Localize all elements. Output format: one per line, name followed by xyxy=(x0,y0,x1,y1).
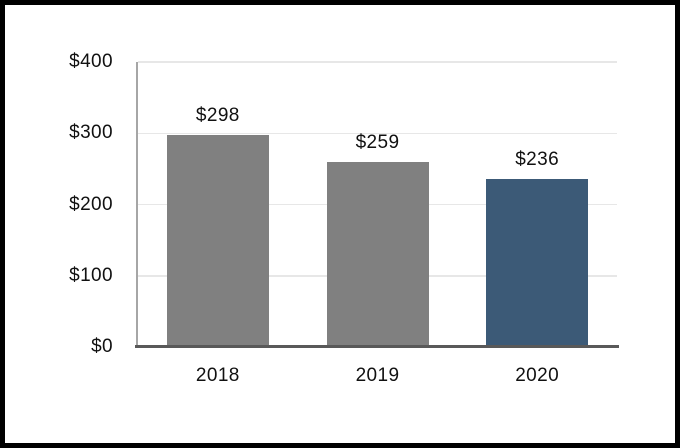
bar-value-label-2019: $259 xyxy=(355,132,400,154)
y-axis-line xyxy=(136,62,138,347)
bar-value-label-2018: $298 xyxy=(195,104,240,126)
bar-2018 xyxy=(166,134,269,347)
x-tick-label-2020: 2020 xyxy=(515,365,560,386)
bar-2020 xyxy=(486,178,589,347)
x-tick-label-2019: 2019 xyxy=(355,365,400,386)
y-tick-label-300: $300 xyxy=(69,122,113,144)
y-tick-label-200: $200 xyxy=(69,193,113,215)
x-tick-label-2018: 2018 xyxy=(195,365,240,386)
y-tick-label-100: $100 xyxy=(69,264,113,286)
gridline-300 xyxy=(138,132,617,134)
bar-value-label-2020: $236 xyxy=(515,148,560,170)
x-axis-baseline xyxy=(135,345,619,348)
y-tick-label-400: $400 xyxy=(69,51,113,72)
bar-2019 xyxy=(326,162,429,347)
gridline-400 xyxy=(138,61,617,63)
plot-area: $0 $100 $200 $300 $400 $298 $259 $236 2018 2019… xyxy=(5,5,675,443)
y-tick-label-0: $0 xyxy=(91,336,113,357)
